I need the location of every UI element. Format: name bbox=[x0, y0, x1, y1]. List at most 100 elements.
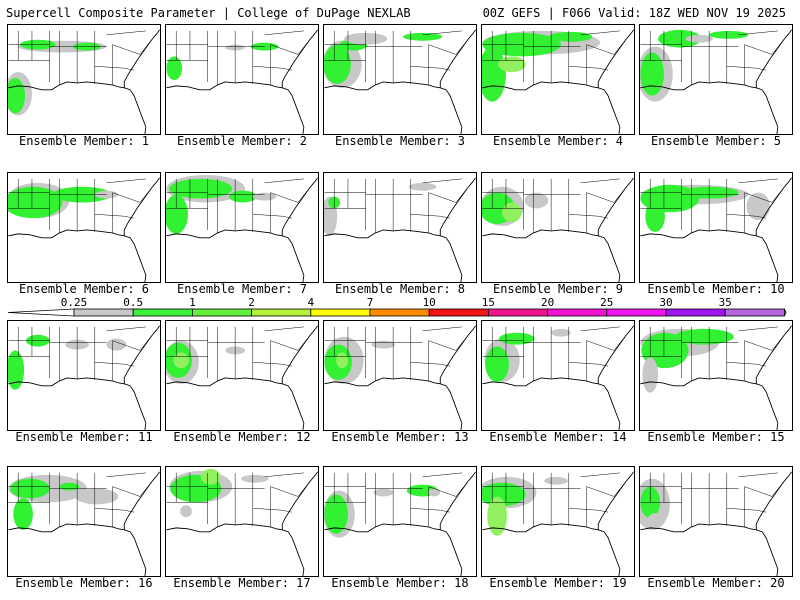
coastline bbox=[640, 29, 792, 134]
map-plot bbox=[324, 471, 476, 576]
state-borders bbox=[8, 326, 156, 381]
member-caption: Ensemble Member: 2 bbox=[176, 134, 308, 148]
scp-contour-area bbox=[408, 182, 437, 191]
colorbar-tick-label: 0.5 bbox=[123, 296, 143, 309]
colorbar-segment bbox=[191, 308, 252, 317]
state-borders bbox=[166, 30, 314, 85]
ensemble-map-panel bbox=[7, 172, 161, 283]
ensemble-map-panel bbox=[639, 320, 793, 431]
state-borders bbox=[8, 30, 156, 85]
scp-contour-area bbox=[487, 496, 507, 536]
map-plot bbox=[482, 325, 634, 430]
scp-contour-area bbox=[371, 340, 396, 349]
scp-contour-area bbox=[402, 32, 443, 41]
colorbar-segment bbox=[606, 308, 667, 317]
scp-contour-area bbox=[169, 178, 233, 199]
member-caption: Ensemble Member: 1 bbox=[18, 134, 150, 148]
scp-contour-area bbox=[180, 505, 192, 518]
colorbar-segment bbox=[132, 308, 193, 317]
scp-contour-area bbox=[166, 56, 183, 80]
coastline bbox=[482, 29, 634, 134]
scp-contour-area bbox=[166, 194, 188, 234]
scp-contour-area bbox=[75, 488, 119, 505]
ensemble-map-panel bbox=[639, 24, 793, 135]
scp-contour-area bbox=[10, 478, 50, 499]
scp-contour-area bbox=[173, 352, 189, 369]
scp-contour-area bbox=[13, 498, 33, 530]
colorbar-tick-label: 20 bbox=[541, 296, 554, 309]
coastline bbox=[324, 325, 476, 430]
map-plot bbox=[324, 29, 476, 134]
scp-contour-area bbox=[241, 474, 269, 483]
colorbar-tick-label: 10 bbox=[423, 296, 436, 309]
member-caption: Ensemble Member: 10 bbox=[647, 282, 785, 296]
member-caption: Ensemble Member: 3 bbox=[334, 134, 466, 148]
map-plot bbox=[482, 177, 634, 282]
map-plot bbox=[640, 29, 792, 134]
ensemble-map-panel bbox=[481, 172, 635, 283]
colorbar-segment bbox=[73, 308, 134, 317]
scp-contour-area bbox=[8, 350, 25, 390]
ensemble-map-panel bbox=[165, 24, 319, 135]
map-plot bbox=[166, 468, 318, 576]
scp-contour-area bbox=[252, 192, 277, 201]
colorbar-segment bbox=[428, 308, 489, 317]
coastline bbox=[324, 471, 476, 576]
scp-contour-area bbox=[498, 56, 526, 73]
ensemble-map-panel bbox=[481, 320, 635, 431]
ensemble-map-panel bbox=[165, 172, 319, 283]
map-plot bbox=[8, 177, 160, 282]
scp-contour-area bbox=[499, 332, 535, 345]
coastline bbox=[8, 325, 160, 430]
scp-contour-area bbox=[106, 338, 127, 351]
ensemble-map-panel bbox=[7, 320, 161, 431]
scp-contour-area bbox=[674, 328, 734, 345]
ensemble-map-panel bbox=[323, 466, 477, 577]
scp-contour-area bbox=[645, 200, 665, 232]
member-caption: Ensemble Member: 12 bbox=[173, 430, 311, 444]
colorbar-tick-label: 2 bbox=[248, 296, 255, 309]
coastline bbox=[640, 325, 792, 430]
coastline bbox=[166, 29, 318, 134]
colorbar-segment bbox=[547, 308, 608, 317]
coastline bbox=[324, 29, 476, 134]
map-plot bbox=[324, 177, 476, 282]
colorbar-segment bbox=[369, 308, 430, 317]
ensemble-map-panel bbox=[323, 24, 477, 135]
map-plot bbox=[324, 325, 476, 430]
map-plot bbox=[166, 325, 318, 430]
coastline bbox=[640, 177, 792, 282]
colorbar-tick-label: 30 bbox=[659, 296, 672, 309]
scp-contour-area bbox=[373, 488, 394, 497]
coastline bbox=[8, 471, 160, 576]
map-plot bbox=[482, 471, 634, 576]
colorbar-segment bbox=[665, 308, 726, 317]
ensemble-map-panel bbox=[7, 466, 161, 577]
member-caption: Ensemble Member: 9 bbox=[492, 282, 624, 296]
page-title: Supercell Composite Parameter | College … bbox=[6, 6, 411, 20]
scp-contour-area bbox=[502, 202, 522, 223]
ensemble-map-panel bbox=[639, 172, 793, 283]
scp-contour-area bbox=[685, 34, 714, 43]
scp-contour-area bbox=[658, 29, 702, 48]
map-plot bbox=[640, 471, 792, 576]
map-plot bbox=[640, 177, 792, 282]
scp-contour-area bbox=[229, 190, 257, 203]
colorbar-segment bbox=[310, 308, 371, 317]
member-caption: Ensemble Member: 19 bbox=[489, 576, 627, 590]
ensemble-map-panel bbox=[323, 172, 477, 283]
map-plot bbox=[640, 325, 792, 430]
coastline bbox=[166, 471, 318, 576]
member-caption: Ensemble Member: 15 bbox=[647, 430, 785, 444]
member-caption: Ensemble Member: 5 bbox=[650, 134, 782, 148]
map-plot bbox=[8, 325, 160, 430]
scp-contour-area bbox=[336, 352, 348, 369]
map-plot bbox=[8, 29, 160, 134]
member-caption: Ensemble Member: 20 bbox=[647, 576, 785, 590]
map-plot bbox=[8, 471, 160, 576]
ensemble-map-panel bbox=[165, 466, 319, 577]
colorbar-tick-label: 25 bbox=[600, 296, 613, 309]
scp-contour-area bbox=[647, 513, 663, 529]
scp-contour-area bbox=[642, 357, 659, 393]
scp-contour-area bbox=[200, 468, 221, 485]
